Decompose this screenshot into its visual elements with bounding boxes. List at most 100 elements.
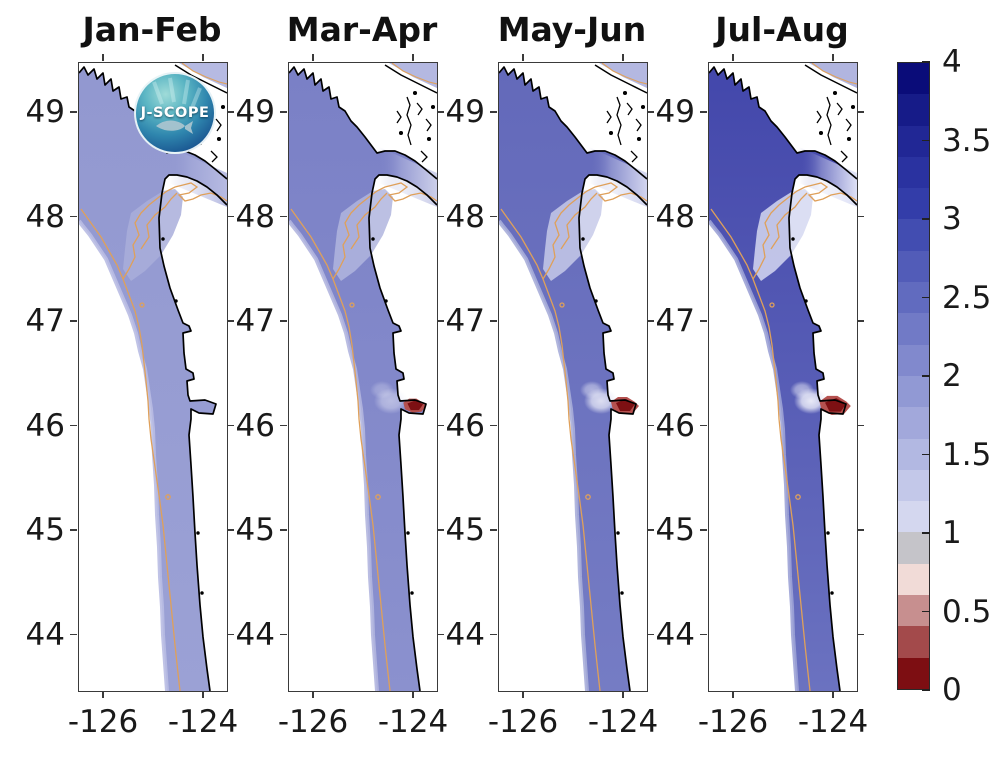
lat-tick-left <box>69 424 77 427</box>
lon-tick-bottom <box>202 691 204 699</box>
coastal-map <box>499 63 647 691</box>
lon-tick-label: -126 <box>487 704 559 740</box>
lat-tick-label: 44 <box>25 616 65 653</box>
lon-tick-bottom <box>832 691 834 699</box>
colorbar-tick-label: 2.5 <box>942 279 992 316</box>
colorbar-bin <box>898 188 929 220</box>
lat-tick-left <box>279 529 287 531</box>
lon-tick-label: -126 <box>697 704 769 740</box>
colorbar-tick <box>922 139 930 142</box>
coastal-map <box>289 63 437 691</box>
colorbar-tick <box>922 610 930 613</box>
lat-tick-label: 47 <box>235 303 275 339</box>
lat-tick-right <box>857 215 865 218</box>
shelf-break-contours <box>710 182 857 691</box>
strait-mouth-light-patch <box>123 189 183 281</box>
lat-tick-left <box>489 320 497 322</box>
lat-tick-left <box>279 633 287 636</box>
colorbar-tick-label: 1.5 <box>942 436 992 473</box>
light-rays <box>152 77 202 109</box>
lat-tick-left <box>279 424 287 427</box>
lon-tick-bottom <box>102 691 104 699</box>
domain-edge-rim <box>79 219 169 691</box>
panel-title-jul-aug: Jul-Aug <box>715 10 849 49</box>
colorbar-tick <box>922 453 930 456</box>
river-plume-halo-nw <box>370 381 394 399</box>
gulf-islands-coast <box>384 64 437 94</box>
lat-tick-label: 49 <box>235 94 275 130</box>
strait-mouth-light-patch <box>333 189 393 281</box>
colorbar-tick-label: 3.5 <box>942 122 992 159</box>
colorbar-bin <box>898 375 929 408</box>
strait-mouth-light-patch <box>753 189 813 281</box>
colorbar-bin <box>898 563 929 596</box>
colorbar-bin <box>898 657 929 689</box>
lat-tick-right <box>437 633 445 636</box>
domain-edge-rim <box>289 219 379 691</box>
colorbar-bin <box>898 250 929 283</box>
domain-edge-rim <box>499 219 589 691</box>
colorbar-bin <box>898 156 929 189</box>
lat-tick-left <box>699 320 707 322</box>
lat-tick-right <box>857 529 865 531</box>
map-panel-jan-feb <box>78 62 228 692</box>
colorbar-bin <box>898 469 929 502</box>
colorbar-bin <box>898 63 929 95</box>
lat-tick-left <box>489 215 497 218</box>
lat-tick-left <box>279 215 287 218</box>
lat-tick-label: 48 <box>235 198 275 235</box>
lat-tick-right <box>227 215 235 218</box>
lat-tick-label: 46 <box>235 407 275 444</box>
colorbar-bin <box>898 501 929 533</box>
shelf-break-contours <box>80 182 227 691</box>
coastline <box>289 66 437 691</box>
lat-tick-right <box>647 111 655 113</box>
map-panel-may-jun <box>498 62 648 692</box>
model-domain-water <box>709 67 857 691</box>
panel-title-may-jun: May-Jun <box>497 10 647 49</box>
lon-tick-bottom <box>732 691 734 699</box>
lat-tick-label: 44 <box>445 616 485 653</box>
gulf-islands-coast <box>594 64 647 94</box>
lat-tick-left <box>69 633 77 636</box>
lat-tick-label: 46 <box>25 407 65 444</box>
lat-tick-right <box>227 529 235 531</box>
fish-tail-icon <box>185 121 193 134</box>
lat-tick-label: 44 <box>235 616 275 653</box>
lat-tick-label: 49 <box>655 94 695 130</box>
lat-tick-label: 45 <box>655 512 695 548</box>
lat-tick-label: 47 <box>445 303 485 339</box>
lat-tick-right <box>227 633 235 636</box>
colorbar-tick <box>922 218 930 220</box>
lat-tick-label: 49 <box>445 94 485 130</box>
puget-sound-inlets <box>791 90 856 595</box>
georgia-contour <box>601 63 647 85</box>
lon-tick-top <box>202 53 204 61</box>
lat-tick-label: 48 <box>655 198 695 235</box>
lat-tick-right <box>647 215 655 218</box>
gulf-islands-coast <box>174 64 227 94</box>
lat-tick-right <box>647 320 655 322</box>
lon-tick-bottom <box>412 691 414 699</box>
lat-tick-right <box>857 424 865 427</box>
model-domain-water <box>79 67 227 691</box>
colorbar-bin <box>898 407 929 439</box>
colorbar-tick-label: 1 <box>942 515 962 551</box>
lon-tick-label: -124 <box>797 704 869 740</box>
lon-tick-bottom <box>622 691 624 699</box>
lat-tick-left <box>69 111 77 113</box>
strait-mouth-light-patch <box>543 189 603 281</box>
lon-tick-top <box>102 53 104 61</box>
model-domain-water <box>499 67 647 691</box>
lat-tick-label: 46 <box>445 407 485 444</box>
colorbar-tick-label: 0 <box>942 672 962 708</box>
georgia-contour <box>181 63 227 85</box>
model-domain-water <box>289 67 437 691</box>
lat-tick-label: 47 <box>655 303 695 339</box>
coastline <box>499 66 647 691</box>
lon-tick-top <box>832 53 834 61</box>
lat-tick-right <box>437 529 445 531</box>
lat-tick-right <box>437 111 445 113</box>
lon-tick-label: -124 <box>167 704 239 740</box>
